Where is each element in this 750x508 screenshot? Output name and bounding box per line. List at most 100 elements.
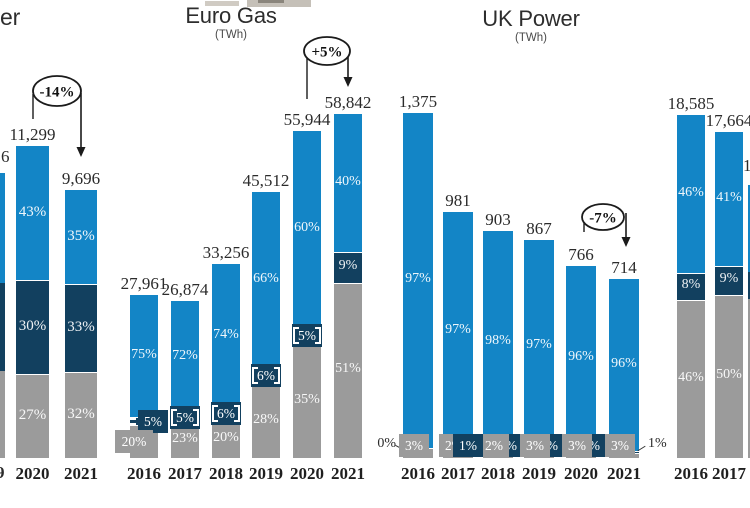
annotation-ellipse (303, 36, 351, 66)
bar-2016 (677, 114, 705, 458)
cropped-text-fragment: 9 (0, 463, 5, 482)
segment-label: 27% (18, 406, 47, 423)
segment-label: 96% (611, 355, 637, 371)
segment-navy (715, 265, 743, 295)
segment-label-box: 1% (453, 433, 483, 457)
segment-label-box: 20% (115, 430, 153, 454)
chart-unit-label: (TWh) (215, 29, 247, 41)
segment-blue (171, 300, 199, 414)
axis-year-label: 2020 (564, 464, 598, 483)
segment-blue (403, 113, 433, 448)
bar-2020 (293, 130, 321, 458)
segment-blue (65, 190, 97, 284)
segment-navy (0, 283, 5, 371)
segment-label: 46% (678, 370, 704, 386)
axis-year-label: 2021 (64, 464, 98, 483)
bar-total-label: 903 (485, 210, 511, 230)
segment-label: 30% (18, 317, 47, 334)
crop-artifact (205, 1, 239, 6)
chart-unit-label: (TWh) (515, 32, 547, 44)
bar-total-label: 18,585 (667, 93, 715, 113)
segment-label: 96% (568, 349, 594, 365)
segment-blue (212, 263, 240, 408)
segment-label: 75% (131, 346, 157, 362)
bar-total-label: 55,944 (283, 109, 331, 129)
segment-label: 74% (213, 326, 239, 342)
axis-year-label: 2021 (607, 464, 641, 483)
segment-label: 28% (253, 411, 279, 427)
annotation-label: -7% (589, 211, 617, 227)
segment-label: 72% (172, 348, 198, 364)
axis-year-label: 2017 (168, 464, 202, 483)
annotation-label: +5% (311, 45, 342, 61)
segment-label-outside: 0% (377, 436, 396, 451)
segment-blue (293, 130, 321, 328)
bar-2016 (403, 113, 433, 458)
crop-artifact (247, 0, 311, 7)
annotation-ellipse (581, 203, 625, 231)
segment-label: 60% (294, 220, 320, 236)
segment-blue (16, 146, 49, 281)
segment-label: 9% (719, 271, 739, 287)
segment-gray (65, 372, 97, 458)
segment-blue (609, 278, 639, 451)
segment-blue (715, 131, 743, 266)
segment-label-box: 6% (211, 401, 241, 425)
segment-navy (65, 283, 97, 373)
segment-blue (483, 231, 513, 454)
segment-label-box: 2% (479, 433, 509, 457)
axis-year-label: 2020 (290, 464, 324, 483)
segment-label: 98% (485, 333, 511, 349)
segment-gray (715, 294, 743, 458)
segment-blue (524, 240, 554, 452)
chart-title: er (0, 4, 21, 30)
segment-gray (16, 373, 49, 458)
segment-gray (252, 383, 280, 458)
segment-label: 41% (716, 189, 742, 205)
bar-2020 (16, 146, 49, 458)
segment-label: 23% (172, 430, 198, 446)
segment-label-box: 3% (562, 433, 592, 457)
segment-label-box: 5% (170, 406, 200, 430)
segment-blue (130, 294, 158, 418)
bar-2018 (483, 231, 513, 458)
segment-label-box: 5% (292, 323, 322, 347)
segment-label: 33% (67, 319, 95, 336)
bar-total-label: 45,512 (242, 170, 290, 190)
segment-label: 46% (678, 184, 704, 200)
axis-year-label: 2021 (331, 464, 365, 483)
segment-label: 66% (253, 270, 279, 286)
segment-label: 97% (445, 322, 471, 338)
cropped-text-fragment: 1 (743, 156, 750, 175)
segment-label: 97% (405, 271, 431, 287)
segment-label: 32% (67, 406, 95, 423)
segment-blue (677, 114, 705, 273)
segment-gray (334, 282, 362, 458)
bar-2021 (334, 113, 362, 458)
bar-2017 (715, 131, 743, 458)
bar-total-label: 33,256 (202, 242, 250, 262)
axis-year-label: 2018 (481, 464, 515, 483)
chart-title: Euro Gas (185, 3, 277, 28)
axis-year-label: 2016 (674, 464, 708, 483)
segment-label-box: 6% (251, 364, 281, 388)
cropped-text-fragment: 6 (1, 147, 10, 166)
segment-label: 50% (716, 367, 742, 383)
segment-label: 43% (18, 204, 47, 221)
segment-label-box: 5% (129, 409, 168, 433)
segment-navy (16, 280, 49, 374)
segment-navy (334, 251, 362, 283)
bar-total-label: 58,842 (324, 92, 372, 112)
bar-total-label: 11,299 (9, 125, 56, 144)
segment-gray (677, 300, 705, 458)
segment-blue (0, 173, 5, 283)
segment-label: 35% (294, 391, 320, 407)
axis-year-label: 2017 (712, 464, 746, 483)
segment-label: 35% (67, 228, 95, 245)
axis-year-label: 2016 (401, 464, 435, 483)
segment-label: 9% (338, 258, 358, 274)
annotation-ellipse (32, 75, 82, 107)
segment-label: 51% (335, 361, 361, 377)
bar-total-label: 26,874 (161, 279, 209, 299)
